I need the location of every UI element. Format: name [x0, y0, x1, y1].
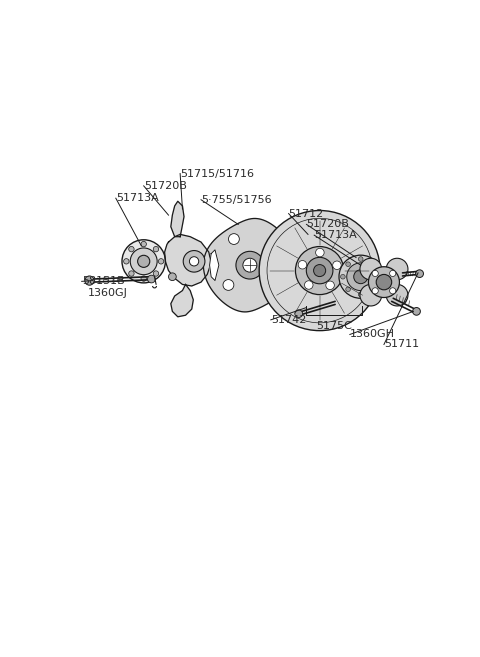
Circle shape — [228, 234, 240, 244]
Text: 51712: 51712 — [288, 208, 324, 219]
Circle shape — [295, 310, 302, 317]
Circle shape — [359, 257, 363, 261]
Circle shape — [158, 259, 164, 264]
Circle shape — [340, 275, 345, 279]
Polygon shape — [165, 235, 211, 286]
Circle shape — [147, 275, 156, 283]
Circle shape — [267, 242, 278, 252]
Circle shape — [304, 281, 313, 289]
Text: 5·755/51756: 5·755/51756 — [201, 194, 272, 205]
Circle shape — [129, 271, 134, 276]
Circle shape — [153, 271, 159, 276]
Circle shape — [326, 281, 335, 290]
Circle shape — [347, 263, 375, 290]
Circle shape — [168, 273, 176, 281]
Circle shape — [376, 275, 392, 290]
Circle shape — [129, 246, 134, 252]
Text: 51720B: 51720B — [306, 219, 349, 229]
Circle shape — [360, 284, 382, 306]
Circle shape — [346, 262, 350, 267]
Circle shape — [359, 292, 363, 297]
Circle shape — [259, 210, 380, 330]
Circle shape — [386, 284, 408, 306]
Text: 51742: 51742 — [271, 315, 306, 325]
Text: 5175C: 5175C — [316, 321, 352, 331]
Circle shape — [141, 241, 146, 247]
Circle shape — [371, 287, 376, 292]
Polygon shape — [171, 201, 184, 237]
Circle shape — [371, 262, 376, 267]
Circle shape — [141, 276, 146, 281]
Circle shape — [386, 258, 408, 280]
Circle shape — [372, 270, 378, 277]
Circle shape — [313, 265, 325, 277]
Polygon shape — [171, 284, 193, 317]
Circle shape — [124, 259, 129, 264]
Circle shape — [243, 258, 257, 272]
Circle shape — [372, 288, 378, 294]
Text: 51720B: 51720B — [144, 181, 187, 191]
Circle shape — [306, 258, 333, 284]
Text: 1360GJ: 1360GJ — [88, 288, 128, 298]
Polygon shape — [204, 219, 296, 312]
Circle shape — [416, 270, 423, 277]
Text: 58151B: 58151B — [82, 277, 124, 286]
Circle shape — [298, 261, 307, 269]
Circle shape — [413, 307, 420, 315]
Circle shape — [153, 246, 159, 252]
Circle shape — [138, 256, 150, 267]
Circle shape — [333, 261, 341, 269]
Circle shape — [190, 257, 199, 266]
Circle shape — [122, 240, 166, 283]
Circle shape — [85, 276, 94, 285]
Circle shape — [223, 280, 234, 290]
Circle shape — [354, 270, 368, 284]
Text: 51711: 51711 — [384, 340, 419, 350]
Polygon shape — [210, 250, 219, 281]
Circle shape — [376, 275, 381, 279]
Circle shape — [183, 250, 205, 272]
Circle shape — [236, 252, 264, 279]
Circle shape — [316, 248, 324, 257]
Circle shape — [296, 246, 344, 294]
Circle shape — [346, 287, 350, 292]
Circle shape — [390, 288, 396, 294]
Text: 51713A: 51713A — [116, 193, 158, 203]
Circle shape — [130, 248, 157, 275]
Circle shape — [369, 267, 399, 298]
Circle shape — [390, 270, 396, 277]
Text: 1360GH: 1360GH — [350, 329, 395, 340]
Circle shape — [360, 258, 382, 280]
Text: 51713A: 51713A — [314, 230, 357, 240]
Circle shape — [339, 255, 383, 298]
Text: 51715/51716: 51715/51716 — [180, 169, 254, 179]
